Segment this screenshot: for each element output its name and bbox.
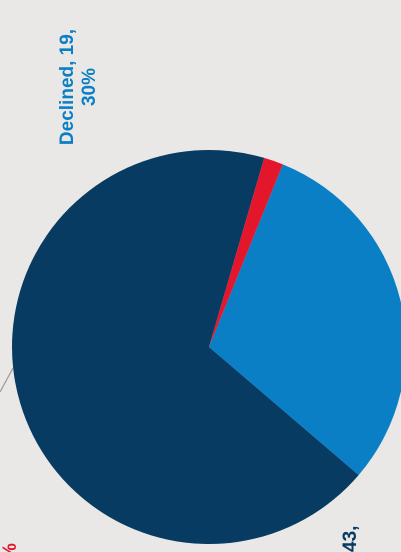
declined-label-line1: Declined, 19, — [57, 29, 78, 145]
pie-slices — [11, 150, 401, 544]
pie-slice-slice-3 — [209, 157, 283, 347]
pie-slice-declined — [209, 164, 401, 476]
declined-label-line2: 30% — [79, 68, 100, 106]
bottom-slice-label-fragment: 43, — [340, 526, 361, 552]
leader-line — [0, 367, 14, 393]
left-slice-label-fragment: % — [0, 543, 21, 552]
pie-slice-slice-2 — [11, 150, 359, 544]
